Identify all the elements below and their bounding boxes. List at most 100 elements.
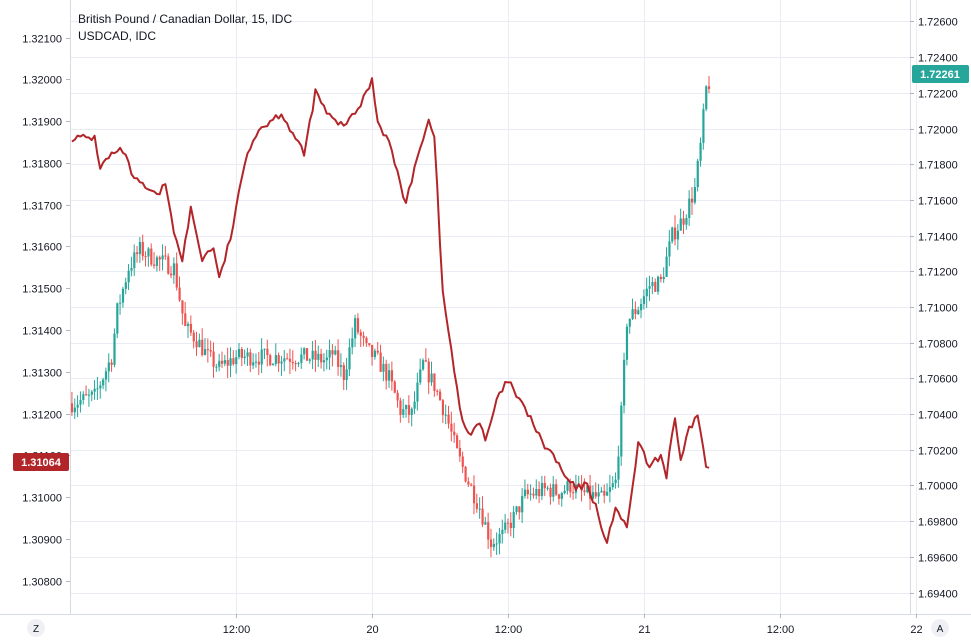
candle-body (640, 303, 643, 311)
candle-body (492, 544, 495, 548)
candle-body (461, 456, 464, 467)
candle-body (274, 355, 277, 364)
candle-body (614, 479, 617, 484)
candle-body (133, 252, 136, 269)
candle-body (611, 483, 614, 488)
candle-body (102, 379, 105, 386)
candle-body (320, 353, 323, 363)
candle-body (96, 388, 99, 390)
candle-body (201, 339, 204, 356)
candle-body (433, 373, 436, 391)
candle-body (424, 360, 428, 362)
candle-body (407, 405, 411, 415)
left-tick-label: 1.31900 (22, 117, 62, 129)
candle-body (291, 361, 294, 364)
candle-body (280, 361, 283, 364)
auto-scale-button-bg[interactable] (931, 619, 949, 637)
candle-body (107, 362, 110, 372)
candle-body (167, 256, 170, 274)
gbpcad-candles (70, 75, 711, 558)
candle-body (682, 218, 685, 225)
candle-body (555, 484, 558, 495)
right-price-scale[interactable]: 1.72600 1.72400 1.72200 1.72000 1.71800 1.716… (910, 17, 958, 601)
left-tick-label: 1.30800 (22, 577, 62, 589)
candle-body (249, 352, 252, 366)
candle-body (121, 288, 125, 303)
candle-body (597, 492, 600, 497)
candle-body (402, 409, 405, 415)
candle-body (356, 318, 360, 333)
candle-body (399, 400, 402, 415)
candle-body (257, 361, 260, 365)
candle-body (535, 488, 538, 496)
candle-body (637, 310, 640, 315)
candle-body (246, 352, 249, 357)
left-badge-bg (13, 453, 69, 471)
candle-body (410, 408, 413, 415)
candle-body (379, 352, 382, 372)
left-tick-label: 1.31500 (22, 284, 62, 296)
right-tick-label: 1.71000 (918, 303, 958, 315)
candle-body (385, 363, 388, 381)
candle-body (673, 227, 677, 240)
candle-body (430, 373, 433, 383)
candle-body (690, 198, 694, 203)
usdcad-overlay (71, 77, 710, 544)
right-tick-label: 1.71800 (918, 160, 958, 172)
candle-body (563, 490, 566, 494)
candle-body (136, 252, 139, 255)
left-scale-button-bg[interactable] (27, 619, 45, 637)
candle-body (337, 350, 340, 367)
candle-body (645, 288, 648, 297)
candle-body (195, 341, 198, 348)
candle-body (271, 363, 275, 366)
time-tick-label: 12:00 (495, 624, 523, 636)
candle-body (453, 431, 456, 436)
candle-body (617, 456, 620, 480)
candle-body (662, 276, 665, 280)
right-tick-label: 1.71600 (918, 196, 958, 208)
candle-body (472, 485, 476, 504)
auto-scale-button[interactable]: A (931, 619, 949, 637)
candle-body (99, 385, 102, 389)
candle-body (504, 522, 507, 530)
candle-body (487, 522, 490, 540)
candle-body (478, 508, 481, 510)
candle-body (606, 491, 609, 496)
candle-body (325, 357, 328, 361)
candle-body (594, 492, 597, 497)
candle-body (158, 257, 161, 260)
candle-body (671, 227, 674, 242)
right-tick-label: 1.72200 (918, 89, 958, 101)
candle-body (705, 86, 708, 110)
left-tick-label: 1.31600 (22, 242, 62, 254)
candle-body (506, 522, 510, 524)
candle-body (532, 493, 535, 496)
candle-body (475, 503, 479, 509)
candle-body (566, 481, 569, 491)
time-scale[interactable]: 12:00 20 12:00 21 12:00 22 (223, 614, 923, 636)
left-scale-button[interactable]: Z (27, 619, 45, 637)
candle-body (634, 309, 637, 315)
candle-body (413, 401, 416, 409)
candle-body (104, 371, 108, 380)
candle-body (235, 357, 238, 365)
candle-body (85, 394, 88, 396)
candle-body (702, 109, 705, 143)
candle-body (447, 414, 450, 424)
left-tick-label: 1.31200 (22, 410, 62, 422)
candle-body (110, 362, 113, 365)
candle-body (450, 423, 453, 432)
candle-body (237, 349, 241, 358)
candle-body (515, 506, 518, 512)
right-tick-label: 1.69400 (918, 589, 958, 601)
chart-title: British Pound / Canadian Dollar, 15, IDC (78, 12, 292, 26)
candle-body (252, 362, 255, 366)
candle-body (342, 365, 345, 381)
candle-body (339, 365, 343, 367)
left-badge-value: 1.31064 (21, 457, 62, 469)
candle-body (192, 332, 195, 342)
candle-body (458, 447, 462, 457)
